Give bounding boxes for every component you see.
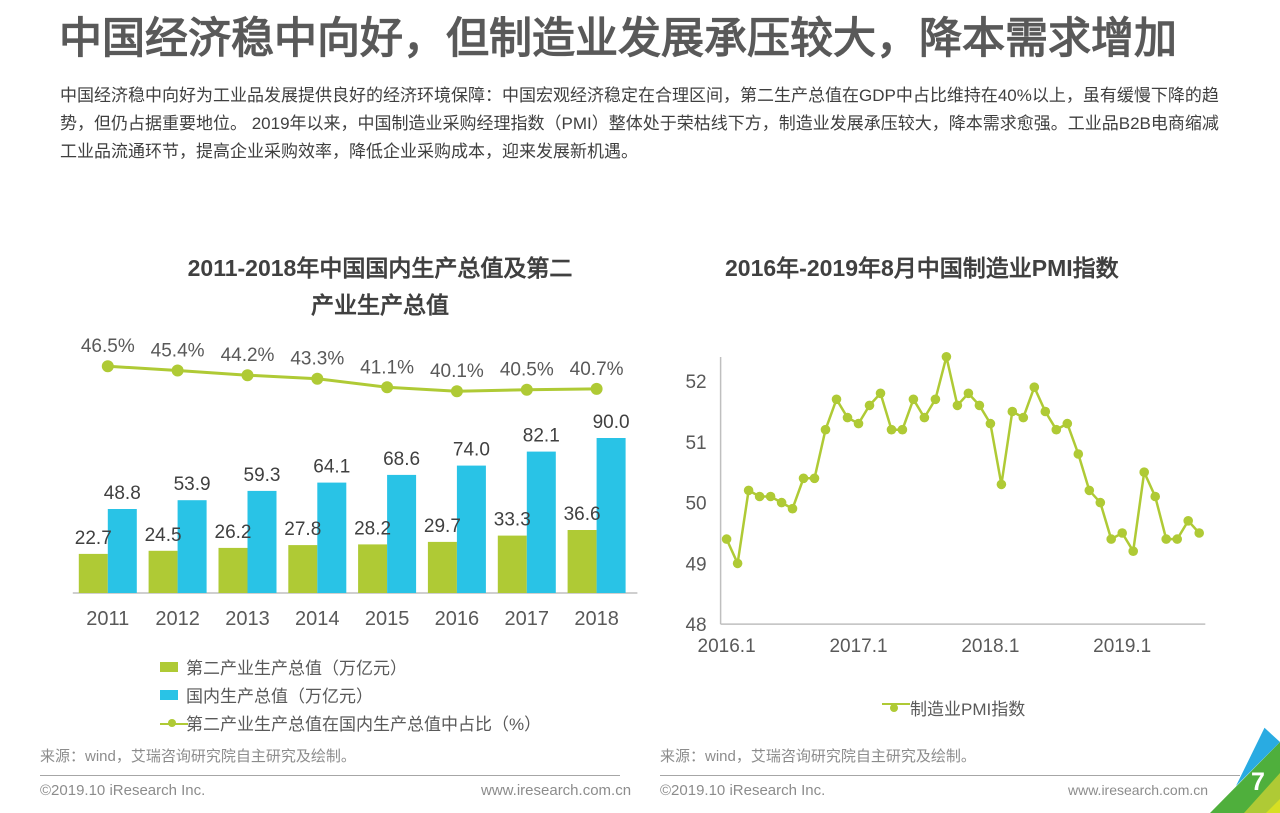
svg-text:7: 7 — [1251, 768, 1265, 796]
